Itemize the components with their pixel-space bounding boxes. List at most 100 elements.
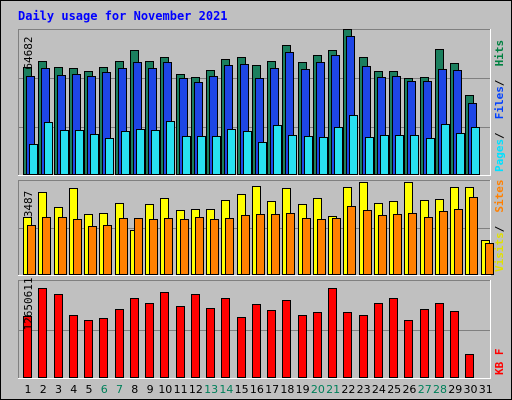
x-tick-label: 27 xyxy=(418,383,432,396)
pages-bar xyxy=(349,115,358,175)
chart-title: Daily usage for November 2021 xyxy=(18,9,228,23)
sites-bar xyxy=(317,219,326,275)
x-tick-label: 1 xyxy=(25,383,32,396)
sites-bar xyxy=(408,213,417,275)
pages-bar xyxy=(151,130,160,175)
sites-bar xyxy=(424,217,433,275)
kbf-bar xyxy=(328,288,337,378)
kbf-bar xyxy=(252,304,261,378)
x-tick-label: 28 xyxy=(433,383,447,396)
x-tick-label: 8 xyxy=(131,383,138,396)
sites-bar xyxy=(485,243,494,275)
panel-2-ytick-label: 3487 xyxy=(22,191,35,218)
x-tick-label: 3 xyxy=(55,383,62,396)
x-tick-label: 5 xyxy=(86,383,93,396)
pages-bar xyxy=(105,138,114,175)
pages-bar xyxy=(319,137,328,175)
pages-bar xyxy=(60,130,69,175)
pages-bar xyxy=(121,131,130,175)
kbf-bar xyxy=(359,315,368,378)
sites-bar xyxy=(256,214,265,275)
pages-bar xyxy=(304,136,313,175)
x-tick-label: 22 xyxy=(341,383,355,396)
panel-1-legend-pages: Pages xyxy=(493,139,506,172)
pages-bar xyxy=(273,125,282,175)
x-tick-label: 15 xyxy=(235,383,249,396)
x-tick-label: 26 xyxy=(402,383,416,396)
panel-2-legend-sites: Sites xyxy=(493,179,506,212)
sites-bar xyxy=(195,217,204,275)
x-tick-label: 18 xyxy=(280,383,294,396)
pages-bar xyxy=(243,131,252,175)
pages-bar xyxy=(380,135,389,175)
kbf-bar xyxy=(465,354,474,378)
x-tick-label: 10 xyxy=(158,383,172,396)
sites-bar xyxy=(302,218,311,275)
sites-bar xyxy=(439,211,448,275)
x-tick-label: 13 xyxy=(204,383,218,396)
kbf-bar xyxy=(404,320,413,378)
kbf-bar xyxy=(23,316,32,378)
pages-bar xyxy=(456,133,465,175)
sites-bar xyxy=(88,226,97,275)
kbf-bar xyxy=(343,312,352,378)
kbf-bar xyxy=(435,303,444,378)
x-tick-label: 23 xyxy=(357,383,371,396)
sites-bar xyxy=(180,219,189,275)
sites-bar xyxy=(454,209,463,275)
kbf-bar xyxy=(160,292,169,378)
x-tick-label: 9 xyxy=(147,383,154,396)
pages-bar xyxy=(334,127,343,175)
sites-bar xyxy=(393,214,402,275)
sites-bar xyxy=(347,206,356,275)
sites-bar xyxy=(271,214,280,275)
x-tick-label: 2 xyxy=(40,383,47,396)
kbf-bar xyxy=(84,320,93,378)
kbf-bar xyxy=(206,308,215,378)
sites-bar xyxy=(164,218,173,275)
x-tick-label: 16 xyxy=(250,383,264,396)
panel-1-legend-hits: Hits xyxy=(493,40,506,67)
panel-3-legend-kb-f: KB F xyxy=(493,349,506,376)
kbf-bar xyxy=(115,309,124,378)
panel-2-legend-separator: / xyxy=(493,225,506,232)
sites-bar xyxy=(286,213,295,275)
kbf-bar xyxy=(176,306,185,378)
sites-bar xyxy=(210,219,219,275)
pages-bar xyxy=(288,135,297,175)
pages-bar xyxy=(136,129,145,175)
x-tick-label: 4 xyxy=(70,383,77,396)
panel-2-legend-visits: Visits xyxy=(493,232,506,272)
panel-1-legend-separator: / xyxy=(493,132,506,139)
x-tick-label: 31 xyxy=(479,383,493,396)
panel-1-legend-files: Files xyxy=(493,86,506,119)
x-tick-label: 14 xyxy=(219,383,233,396)
panel-1-legend-separator: / xyxy=(493,79,506,86)
x-tick-label: 24 xyxy=(372,383,386,396)
sites-bar xyxy=(469,197,478,275)
x-tick-label: 11 xyxy=(174,383,188,396)
pages-bar xyxy=(395,135,404,175)
pages-bar xyxy=(441,124,450,175)
pages-bar xyxy=(29,144,38,175)
x-tick-label: 30 xyxy=(463,383,477,396)
kbf-bar xyxy=(69,315,78,378)
pages-bar xyxy=(44,122,53,175)
kbf-bar xyxy=(145,303,154,378)
sites-bar xyxy=(103,225,112,275)
x-tick-label: 21 xyxy=(326,383,340,396)
sites-bar xyxy=(42,217,51,275)
sites-bar xyxy=(363,210,372,275)
sites-bar xyxy=(27,225,36,275)
x-tick-label: 7 xyxy=(116,383,123,396)
sites-bar xyxy=(241,215,250,275)
pages-bar xyxy=(227,129,236,175)
sites-bar xyxy=(332,218,341,275)
pages-bar xyxy=(197,136,206,175)
x-tick-label: 20 xyxy=(311,383,325,396)
pages-bar xyxy=(182,136,191,175)
pages-bar xyxy=(212,136,221,175)
pages-bar xyxy=(90,134,99,175)
pages-bar xyxy=(426,138,435,175)
x-tick-label: 19 xyxy=(296,383,310,396)
